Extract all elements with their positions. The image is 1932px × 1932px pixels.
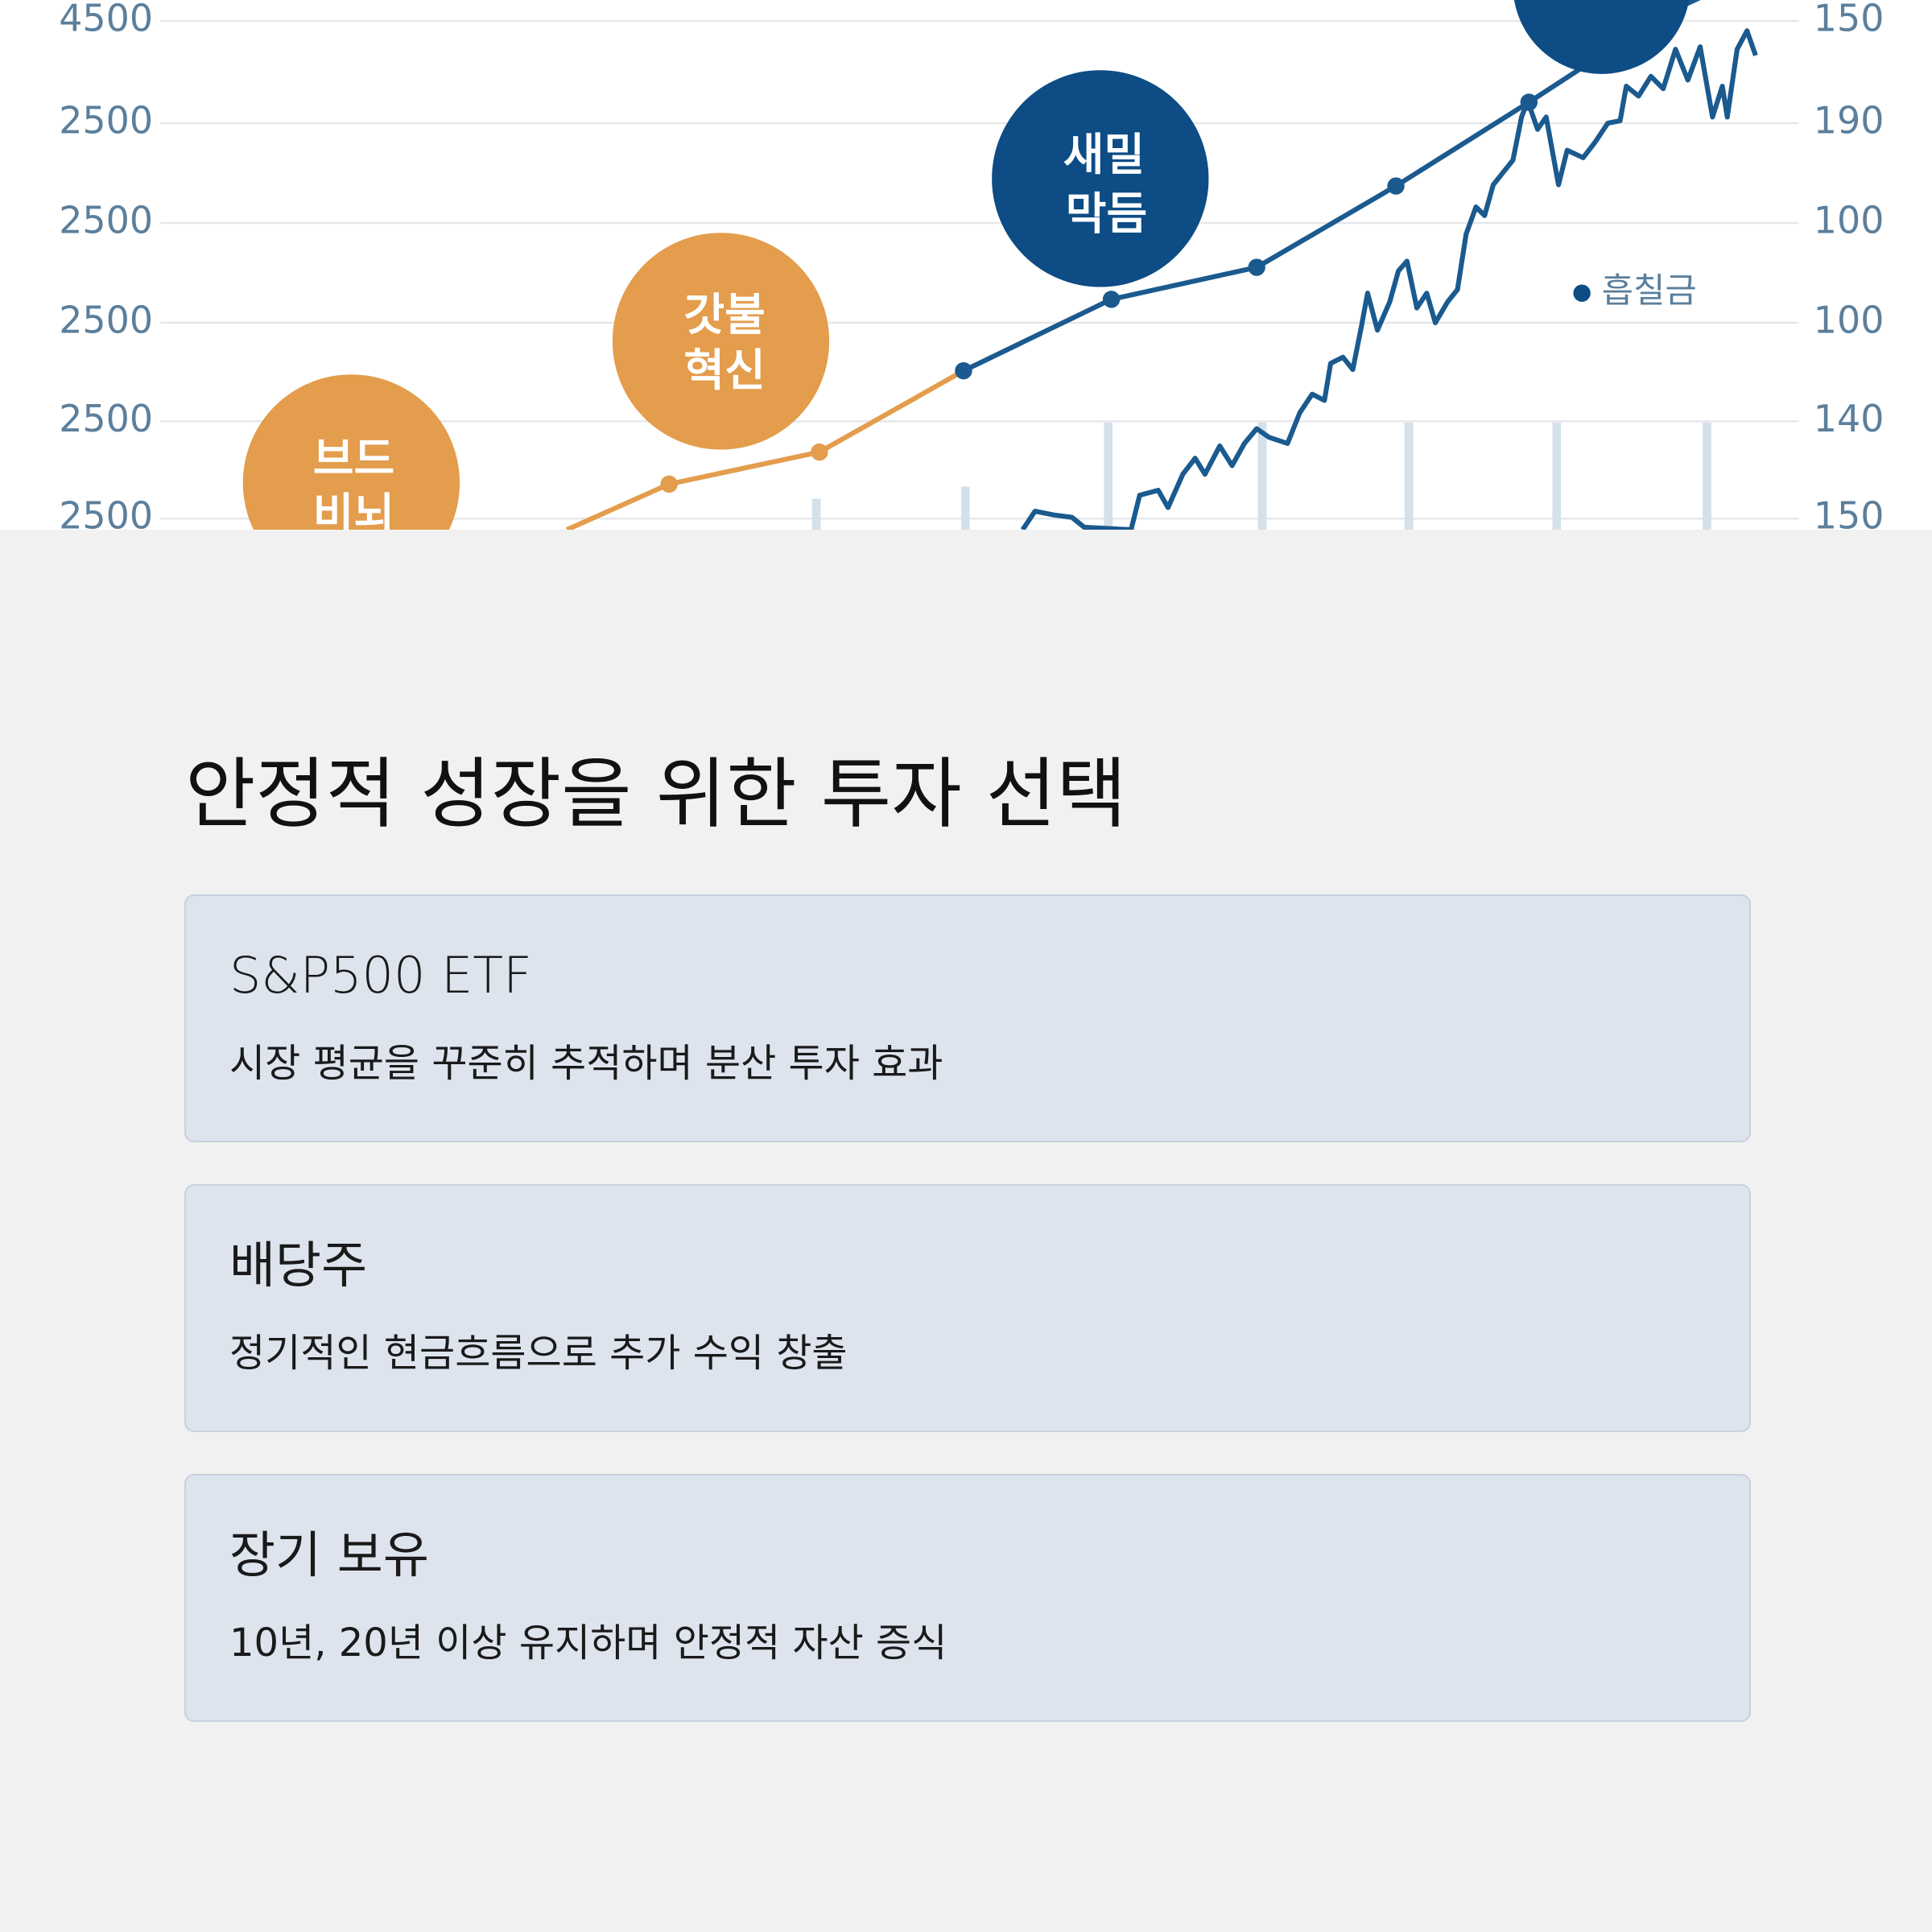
axis-label: 190 <box>1814 99 1885 142</box>
card-title: 장기 보유 <box>229 1525 429 1584</box>
axis-label: 2500 <box>59 198 153 242</box>
dot <box>955 361 972 380</box>
card: 장기 보유 10년, 20년 이상 유지하며 안정적 자산 증식 <box>184 1474 1751 1722</box>
section-title: 안정적 성장을 위한 투자 선택 <box>185 750 1127 839</box>
dot <box>1387 177 1405 195</box>
bubble-label: 막듬 <box>1066 188 1147 239</box>
axis-label: 150 <box>1814 494 1885 530</box>
axis-label: 2500 <box>59 397 153 440</box>
card-description: 시장 평균을 꾸준히 추적하며 분산 투자 효과 <box>229 1041 943 1086</box>
trend-line-orange <box>565 368 965 530</box>
dot <box>660 475 678 493</box>
bar <box>1104 422 1113 530</box>
axis-label: 140 <box>1814 397 1885 440</box>
bubble <box>242 374 460 530</box>
hero-image: 브드 비뇌 갓불 혁신 새밀 막듬 흡칠금 4500 2500 2500 2500 25… <box>0 0 1932 530</box>
bubble-label: 혁신 <box>683 345 765 396</box>
card: S&P500 ETF 시장 평균을 꾸준히 추적하며 분산 투자 효과 <box>184 894 1751 1142</box>
bubble <box>992 70 1209 287</box>
bar <box>811 498 821 530</box>
dot <box>811 443 828 461</box>
bubble-label: 갓불 <box>683 289 765 341</box>
bar <box>960 486 970 530</box>
axis-label: 100 <box>1814 198 1885 242</box>
card-title: S&P500 ETF <box>229 946 532 1005</box>
legend-label: 흡칠금 <box>1602 271 1697 312</box>
axis-label: 2500 <box>59 99 153 142</box>
card-description: 정기적인 현금흐름으로 추가 수익 창출 <box>229 1331 848 1376</box>
axes: 4500 2500 2500 2500 2500 2500 150 190 100 100 140 1… <box>59 0 1884 530</box>
bubble-label: 새밀 <box>1063 129 1145 180</box>
price-line <box>1020 28 1758 530</box>
axis-label: 4500 <box>59 0 153 40</box>
bar <box>1703 422 1711 530</box>
card-title: 배당주 <box>229 1236 368 1294</box>
bar <box>1257 422 1267 530</box>
card-description: 10년, 20년 이상 유지하며 안정적 자산 증식 <box>229 1620 947 1666</box>
axis-label: 2500 <box>59 298 153 341</box>
dot <box>1102 291 1121 308</box>
legend-dot <box>1573 284 1591 302</box>
bar <box>1552 422 1562 530</box>
axis-label: 100 <box>1814 298 1885 341</box>
axis-label: 2500 <box>59 494 153 530</box>
bubble-label: 비뇌 <box>313 489 394 530</box>
bars <box>811 422 1711 530</box>
dot <box>1248 258 1265 276</box>
bar <box>1404 422 1414 530</box>
bubble-label: 브드 <box>313 433 394 485</box>
axis-label: 150 <box>1814 0 1885 40</box>
bubble <box>1513 0 1690 74</box>
bubble <box>612 233 830 450</box>
